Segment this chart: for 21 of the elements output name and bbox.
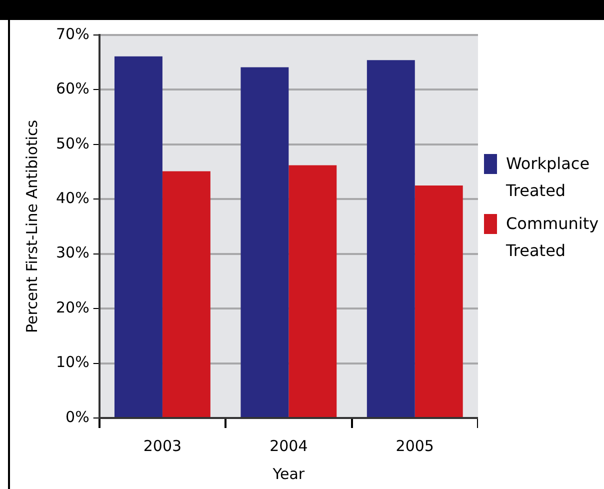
y-tick-label: 40% bbox=[56, 189, 90, 208]
legend-label: Workplace Treated bbox=[506, 153, 591, 202]
y-axis-title: Percent First-Line Antibiotics bbox=[22, 120, 41, 334]
y-tick-label: 10% bbox=[56, 353, 90, 372]
x-tick-label: 2003 bbox=[143, 436, 182, 455]
y-tick-label: 60% bbox=[56, 80, 90, 98]
y-tick-label: 70% bbox=[56, 24, 90, 43]
x-axis-title: Year bbox=[272, 464, 306, 483]
bar bbox=[288, 165, 337, 417]
bar bbox=[414, 185, 463, 417]
legend-label: Community Treated bbox=[506, 213, 600, 262]
x-tick-label: 2004 bbox=[270, 436, 308, 455]
y-tick-label: 0% bbox=[66, 408, 90, 426]
bar bbox=[240, 67, 289, 417]
y-tick-label: 30% bbox=[56, 244, 90, 262]
bar bbox=[162, 171, 210, 417]
x-tick-label: 2005 bbox=[396, 436, 434, 455]
y-tick-label: 20% bbox=[56, 298, 90, 316]
bar bbox=[114, 56, 162, 417]
y-tick-label: 50% bbox=[56, 134, 90, 152]
bar bbox=[366, 60, 415, 417]
